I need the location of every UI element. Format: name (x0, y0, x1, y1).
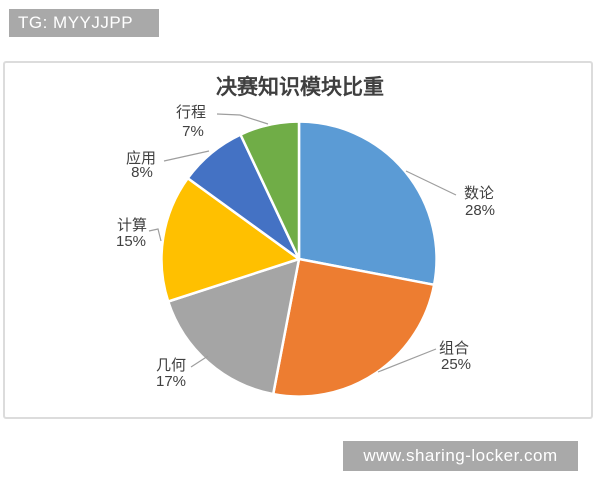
slice-label-0: 数论 (464, 185, 494, 202)
tg-watermark-badge: TG: MYYJJPP (9, 9, 159, 37)
slice-percent-5: 7% (182, 123, 204, 140)
slice-label-4: 应用 (126, 149, 156, 167)
leader-line-1 (377, 348, 437, 373)
leader-line-2 (190, 355, 209, 368)
slice-label-1: 组合 (439, 340, 469, 357)
pie-slice-0 (297, 120, 438, 287)
pie-slice-1 (271, 257, 436, 398)
website-watermark-badge: www.sharing-locker.com (343, 441, 578, 471)
leader-line-5 (216, 113, 269, 125)
pie-slice-5 (239, 120, 301, 261)
slice-percent-1: 25% (441, 356, 471, 373)
leader-line-3 (148, 228, 162, 242)
leader-line-4 (163, 150, 210, 162)
slice-label-2: 几何 (156, 357, 186, 374)
slice-percent-4: 8% (131, 164, 153, 181)
pie-slice-2 (166, 257, 301, 396)
pie-slice-3 (160, 176, 301, 303)
slice-label-3: 计算 (117, 216, 147, 234)
slice-percent-0: 28% (465, 202, 495, 219)
chart-title: 决赛知识模块比重 (216, 76, 384, 99)
slice-percent-2: 17% (156, 373, 186, 390)
slice-percent-3: 15% (116, 233, 146, 250)
slice-label-5: 行程 (176, 104, 206, 121)
leader-line-0 (405, 170, 457, 196)
